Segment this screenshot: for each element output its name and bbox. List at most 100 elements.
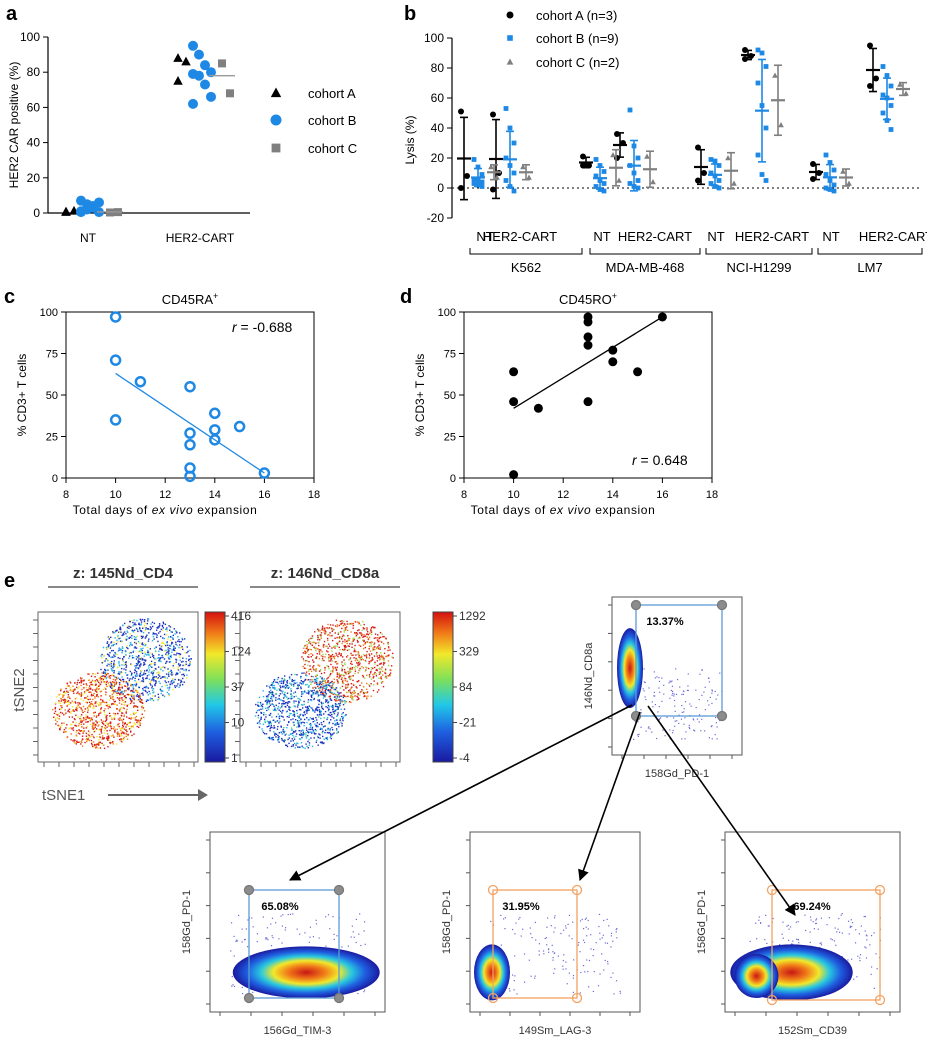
- tsne-cell-dot: [321, 659, 324, 662]
- tsne-cell-dot: [356, 680, 358, 683]
- tsne-cell-dot: [146, 686, 148, 688]
- tsne-cell-dot: [94, 697, 96, 699]
- tsne-cell-dot: [341, 622, 344, 624]
- tsne-cell-dot: [146, 646, 149, 649]
- x-sub-label: HER2-CART: [735, 229, 809, 244]
- tsne-cell-dot: [130, 713, 132, 716]
- tsne-cell-dot: [129, 702, 132, 705]
- tsne-cell-dot: [166, 687, 169, 689]
- tsne-cell-dot: [299, 699, 302, 701]
- tsne-cell-dot: [331, 692, 334, 694]
- tsne-cell-dot: [144, 637, 147, 639]
- tsne-cell-dot: [308, 744, 311, 746]
- tsne-cell-dot: [332, 667, 334, 670]
- event-dot: [599, 973, 601, 975]
- tsne-cell-dot: [375, 647, 378, 649]
- tsne-cell-dot: [162, 642, 164, 644]
- tsne-cell-dot: [102, 700, 104, 702]
- tsne-cell-dot: [322, 680, 325, 683]
- tsne-cell-dot: [369, 650, 372, 652]
- tsne-cell-dot: [81, 709, 83, 712]
- tsne-cell-dot: [133, 702, 135, 704]
- tsne-cell-dot: [323, 687, 325, 689]
- tsne-cell-dot: [149, 697, 152, 699]
- tsne-cell-dot: [331, 680, 333, 683]
- event-dot: [674, 710, 676, 713]
- tsne-cell-dot: [369, 676, 371, 678]
- tsne-cell-dot: [366, 688, 368, 691]
- tsne-cell-dot: [362, 620, 364, 623]
- tsne-cell-dot: [348, 645, 351, 648]
- tsne-cell-dot: [313, 693, 315, 695]
- tsne-cell-dot: [139, 630, 142, 632]
- tsne-cell-dot: [335, 709, 338, 711]
- tsne-cell-dot: [302, 704, 304, 706]
- event-dot: [684, 701, 687, 703]
- event-dot: [684, 738, 686, 740]
- tsne-cell-dot: [85, 717, 88, 719]
- event-dot: [850, 919, 852, 921]
- tsne-cell-dot: [98, 704, 100, 707]
- tsne-cell-dot: [99, 675, 102, 678]
- tsne-cell-dot: [358, 660, 361, 663]
- tsne-cell-dot: [80, 741, 82, 743]
- event-dot: [245, 928, 247, 930]
- data-point: [867, 83, 873, 89]
- tsne-cell-dot: [343, 620, 345, 623]
- tsne-cell-dot: [178, 653, 181, 655]
- tsne-cell-dot: [141, 702, 144, 704]
- tsne-cell-dot: [104, 672, 107, 674]
- tsne-cell-dot: [350, 692, 352, 695]
- tsne-cell-dot: [119, 672, 122, 675]
- tsne-cell-dot: [338, 725, 340, 728]
- tsne-cell-dot: [83, 719, 85, 722]
- tsne-cell-dot: [385, 638, 387, 640]
- y-tick-label: 40: [27, 136, 41, 150]
- event-dot: [637, 734, 639, 736]
- tsne-cell-dot: [375, 675, 378, 677]
- tsne-cell-dot: [121, 724, 124, 727]
- tsne-cell-dot: [135, 658, 138, 660]
- tsne-cell-dot: [112, 649, 114, 652]
- data-point: [218, 59, 226, 68]
- tsne-cell-dot: [349, 662, 352, 665]
- tsne-cell-dot: [72, 685, 74, 688]
- scale-label: 416: [231, 609, 251, 623]
- tsne-cell-dot: [340, 663, 343, 665]
- tsne-cell-dot: [63, 714, 65, 716]
- tsne-cell-dot: [136, 725, 138, 728]
- tsne-cell-dot: [178, 663, 180, 665]
- tsne-cell-dot: [144, 663, 146, 666]
- event-dot: [661, 700, 663, 702]
- tsne-cell-dot: [321, 657, 324, 660]
- tsne-cell-dot: [120, 733, 123, 736]
- tsne-cell-dot: [378, 654, 381, 657]
- event-dot: [790, 943, 793, 945]
- tsne-cell-dot: [352, 683, 355, 686]
- tsne-cell-dot: [284, 734, 286, 736]
- tsne-cell-dot: [55, 717, 57, 719]
- tsne-cell-dot: [60, 700, 63, 702]
- tsne-cell-dot: [332, 722, 334, 725]
- data-point: [583, 332, 593, 342]
- tsne-cell-dot: [352, 624, 355, 627]
- event-dot: [836, 931, 838, 933]
- tsne-cell-dot: [145, 635, 147, 638]
- tsne-cell-dot: [131, 684, 133, 686]
- tsne-cell-dot: [300, 675, 302, 678]
- tsne-cell-dot: [305, 737, 308, 739]
- tsne-cell-dot: [136, 690, 139, 692]
- event-dot: [608, 925, 610, 927]
- tsne-cell-dot: [269, 727, 271, 730]
- tsne-cell-dot: [269, 700, 271, 702]
- tsne-cell-dot: [310, 653, 312, 655]
- tsne-cell-dot: [93, 746, 96, 748]
- y-tick-label: 75: [46, 349, 58, 361]
- gate-handle: [766, 994, 778, 1006]
- tsne-cell-dot: [167, 681, 170, 683]
- tsne-cell-dot: [151, 687, 153, 689]
- tsne-cell-dot: [177, 669, 180, 671]
- event-dot: [653, 695, 655, 697]
- tsne-cell-dot: [328, 633, 330, 636]
- event-dot: [564, 925, 567, 927]
